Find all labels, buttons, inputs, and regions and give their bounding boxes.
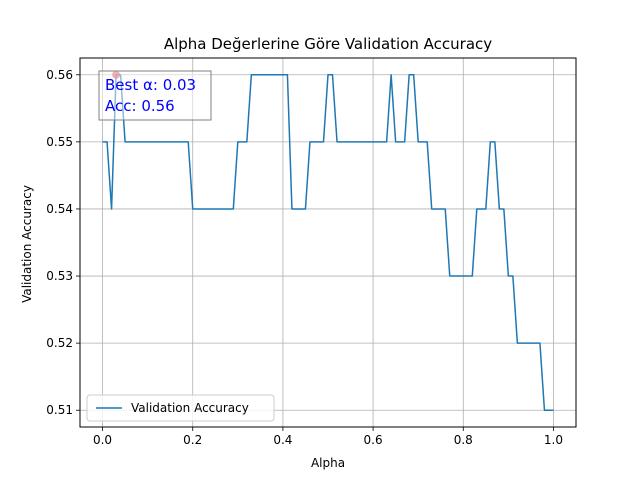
x-tick-label: 0.2 — [183, 433, 202, 447]
y-tick-label: 0.55 — [46, 135, 73, 149]
series-line-validation-accuracy — [102, 74, 554, 411]
chart-title: Alpha Değerlerine Göre Validation Accura… — [164, 35, 492, 53]
plot-frame — [79, 57, 577, 428]
y-tick-label: 0.54 — [46, 202, 73, 216]
x-tick-label: 0.0 — [93, 433, 112, 447]
y-tick-label: 0.53 — [46, 269, 73, 283]
annotation-box: Best α: 0.03 Acc: 0.56 — [98, 70, 212, 121]
y-axis-label: Validation Accuracy — [20, 185, 34, 303]
legend: Validation Accuracy — [86, 394, 275, 422]
annotation-accuracy: Acc: 0.56 — [105, 97, 175, 115]
x-tick-label: 0.8 — [454, 433, 473, 447]
x-tick-label: 0.4 — [273, 433, 292, 447]
y-tick-label: 0.56 — [46, 68, 73, 82]
y-tick-label: 0.51 — [46, 403, 73, 417]
annotation-best-alpha: Best α: 0.03 — [105, 76, 196, 94]
legend-label-validation-accuracy: Validation Accuracy — [131, 401, 249, 415]
x-axis-label: Alpha — [311, 456, 345, 470]
legend-box — [86, 394, 275, 422]
y-tick-label: 0.52 — [46, 336, 73, 350]
x-tick-label: 1.0 — [544, 433, 563, 447]
ticks: 0.0 0.2 0.4 0.6 0.8 1.0 0.51 0.52 0.53 0.54 0.55 0.… — [46, 68, 563, 447]
x-tick-label: 0.6 — [364, 433, 383, 447]
